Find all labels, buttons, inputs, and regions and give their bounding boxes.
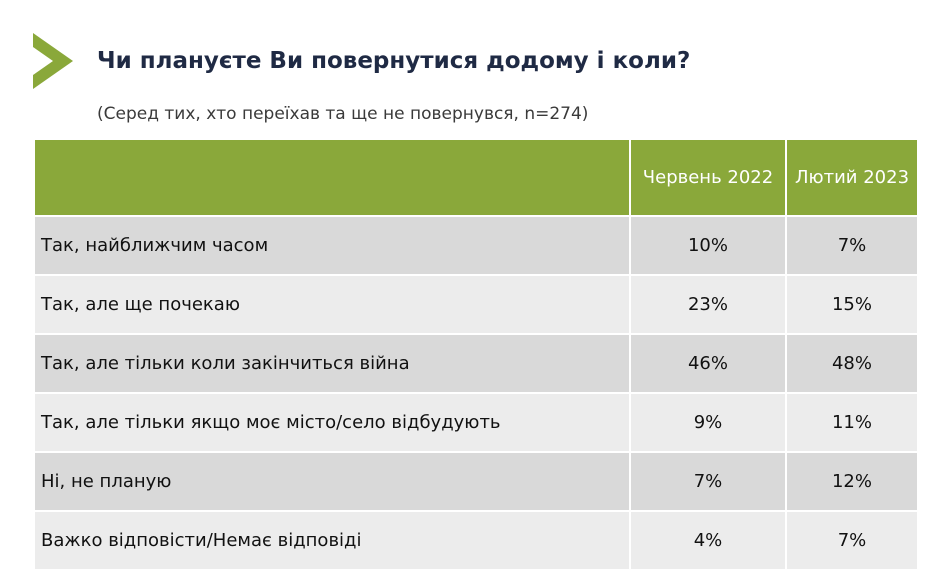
- value-cell: 9%: [629, 392, 786, 452]
- row-label: Так, але ще почекаю: [35, 274, 630, 334]
- table-row: Так, але тільки якщо моє місто/село відб…: [35, 392, 917, 452]
- value-cell: 12%: [785, 451, 917, 511]
- table-row: Важко відповісти/Немає відповіді 4% 7%: [35, 510, 917, 569]
- value-cell: 7%: [785, 215, 917, 275]
- value-cell: 7%: [785, 510, 917, 569]
- row-label: Так, але тільки якщо моє місто/село відб…: [35, 392, 630, 452]
- value-cell: 15%: [785, 274, 917, 334]
- row-label: Так, найближчим часом: [35, 215, 630, 275]
- value-cell: 23%: [629, 274, 786, 334]
- value-cell: 10%: [629, 215, 786, 275]
- row-label: Так, але тільки коли закінчиться війна: [35, 333, 630, 393]
- table-row: Ні, не планую 7% 12%: [35, 451, 917, 511]
- column-header: Лютий 2023: [785, 140, 917, 216]
- column-header: Червень 2022: [629, 140, 786, 216]
- table-row: Так, але ще почекаю 23% 15%: [35, 274, 917, 334]
- row-label: Ні, не планую: [35, 451, 630, 511]
- data-table: Червень 2022 Лютий 2023 Так, найближчим ч…: [35, 140, 917, 569]
- triangle-icon: [33, 33, 73, 89]
- table-row: Так, найближчим часом 10% 7%: [35, 215, 917, 275]
- value-cell: 46%: [629, 333, 786, 393]
- title: Чи плануєте Ви повернутися додому і коли…: [97, 48, 691, 74]
- row-label: Важко відповісти/Немає відповіді: [35, 510, 630, 569]
- value-cell: 4%: [629, 510, 786, 569]
- value-cell: 48%: [785, 333, 917, 393]
- subtitle: (Серед тих, хто переїхав та ще не поверн…: [97, 104, 589, 124]
- table-row: Так, але тільки коли закінчиться війна 46…: [35, 333, 917, 393]
- header-cell: [35, 140, 630, 216]
- header-row: Червень 2022 Лютий 2023: [35, 140, 917, 216]
- value-cell: 7%: [629, 451, 786, 511]
- value-cell: 11%: [785, 392, 917, 452]
